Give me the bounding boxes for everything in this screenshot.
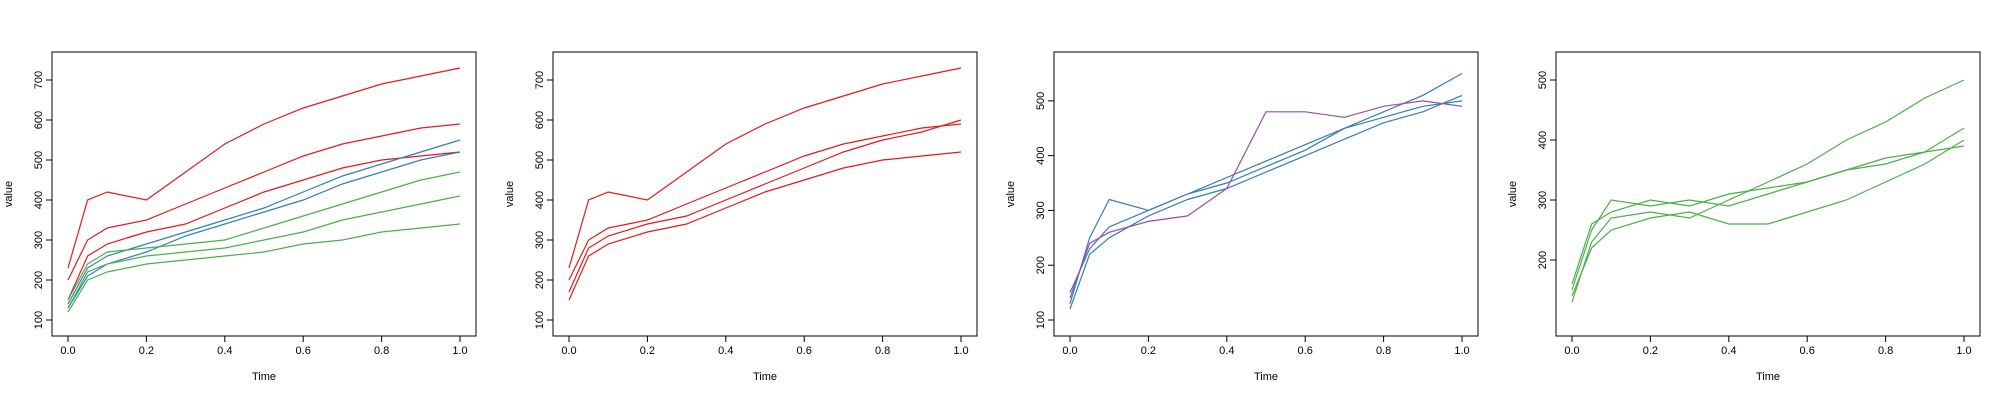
y-tick-label: 600 <box>33 111 45 129</box>
series-line-1 <box>1069 72 1463 304</box>
x-tick-label: 0.0 <box>1564 345 1579 357</box>
series-line-4 <box>1069 100 1463 299</box>
x-axis-label: Time <box>753 371 777 383</box>
x-tick-label: 0.2 <box>640 345 655 357</box>
y-tick-label: 400 <box>534 191 546 209</box>
y-axis-label: value <box>1507 181 1519 207</box>
y-tick-label: 300 <box>534 231 546 249</box>
chart-panel-2: 0.0 0.2 0.4 0.6 0.8 1.0 100 200 300 400 500 600 700 T… <box>504 51 978 383</box>
series-line-2 <box>1571 145 1965 291</box>
y-tick-label: 400 <box>1537 131 1549 149</box>
series-line-7 <box>67 223 461 313</box>
chart-panel-1: 0.0 0.2 0.4 0.6 0.8 1.0 100 200 300 400 500 600 700 T… <box>3 51 477 383</box>
series-line-2 <box>568 67 962 269</box>
x-tick-label: 0.2 <box>1643 345 1658 357</box>
series-line-3 <box>1571 139 1965 297</box>
y-tick-label: 100 <box>534 311 546 329</box>
chart-panel-3: 0.0 0.2 0.4 0.6 0.8 1.0 100 200 300 400 500 Time val… <box>1005 51 1479 383</box>
x-tick-label: 1.0 <box>1956 345 1971 357</box>
x-tick-label: 0.0 <box>1062 345 1077 357</box>
x-tick-label: 0.8 <box>1878 345 1893 357</box>
x-tick-label: 0.6 <box>1800 345 1815 357</box>
y-tick-label: 700 <box>33 71 45 89</box>
x-tick-label: 0.6 <box>1298 345 1313 357</box>
y-tick-label: 300 <box>1537 191 1549 209</box>
series-line-3 <box>67 151 461 301</box>
x-tick-label: 0.0 <box>561 345 576 357</box>
x-tick-label: 0.6 <box>296 345 311 357</box>
y-tick-label: 200 <box>1537 251 1549 269</box>
series-line-1 <box>67 123 461 281</box>
series-line-2 <box>67 67 461 269</box>
x-tick-label: 0.4 <box>718 345 733 357</box>
x-tick-label: 0.8 <box>374 345 389 357</box>
chart-panel-4: 0.0 0.2 0.4 0.6 0.8 1.0 200 300 400 500 Time value <box>1507 51 1981 383</box>
plot-frame <box>51 51 477 337</box>
x-tick-label: 1.0 <box>1454 345 1469 357</box>
series-line-4 <box>568 119 962 293</box>
y-tick-label: 100 <box>1035 311 1047 329</box>
x-tick-label: 0.2 <box>139 345 154 357</box>
x-tick-label: 0.0 <box>60 345 75 357</box>
series-line-2 <box>1069 100 1463 293</box>
y-axis-label: value <box>3 181 15 207</box>
x-axis-label: Time <box>1254 371 1278 383</box>
series-line-8 <box>67 171 461 301</box>
x-axis-label: Time <box>252 371 276 383</box>
x-tick-label: 1.0 <box>953 345 968 357</box>
plot-frame <box>552 51 978 337</box>
y-tick-label: 500 <box>534 151 546 169</box>
y-axis-label: value <box>1005 181 1017 207</box>
x-axis-label: Time <box>1756 371 1780 383</box>
y-tick-label: 100 <box>33 311 45 329</box>
y-tick-label: 400 <box>33 191 45 209</box>
x-tick-label: 0.8 <box>875 345 890 357</box>
series-line-1 <box>568 123 962 281</box>
y-tick-label: 500 <box>33 151 45 169</box>
x-tick-label: 0.4 <box>217 345 232 357</box>
series-line-6 <box>67 195 461 309</box>
x-tick-label: 0.8 <box>1376 345 1391 357</box>
y-tick-label: 200 <box>534 271 546 289</box>
y-tick-label: 600 <box>534 111 546 129</box>
y-tick-label: 500 <box>1035 92 1047 110</box>
x-tick-label: 0.6 <box>797 345 812 357</box>
y-tick-label: 500 <box>1537 71 1549 89</box>
plot-frame <box>1555 51 1981 337</box>
y-tick-label: 300 <box>1035 201 1047 219</box>
x-tick-label: 1.0 <box>452 345 467 357</box>
series-line-4 <box>1571 127 1965 285</box>
y-tick-label: 200 <box>33 271 45 289</box>
series-line-4 <box>67 139 461 305</box>
y-tick-label: 700 <box>534 71 546 89</box>
series-line-3 <box>568 151 962 301</box>
plot-frame <box>1053 51 1479 337</box>
y-tick-label: 200 <box>1035 256 1047 274</box>
series-line-1 <box>1571 79 1965 303</box>
x-tick-label: 0.2 <box>1141 345 1156 357</box>
series-line-3 <box>1069 94 1463 310</box>
y-tick-label: 300 <box>33 231 45 249</box>
y-axis-label: value <box>504 181 516 207</box>
x-tick-label: 0.4 <box>1219 345 1234 357</box>
y-tick-label: 400 <box>1035 146 1047 164</box>
x-tick-label: 0.4 <box>1721 345 1736 357</box>
series-line-5 <box>67 151 461 309</box>
